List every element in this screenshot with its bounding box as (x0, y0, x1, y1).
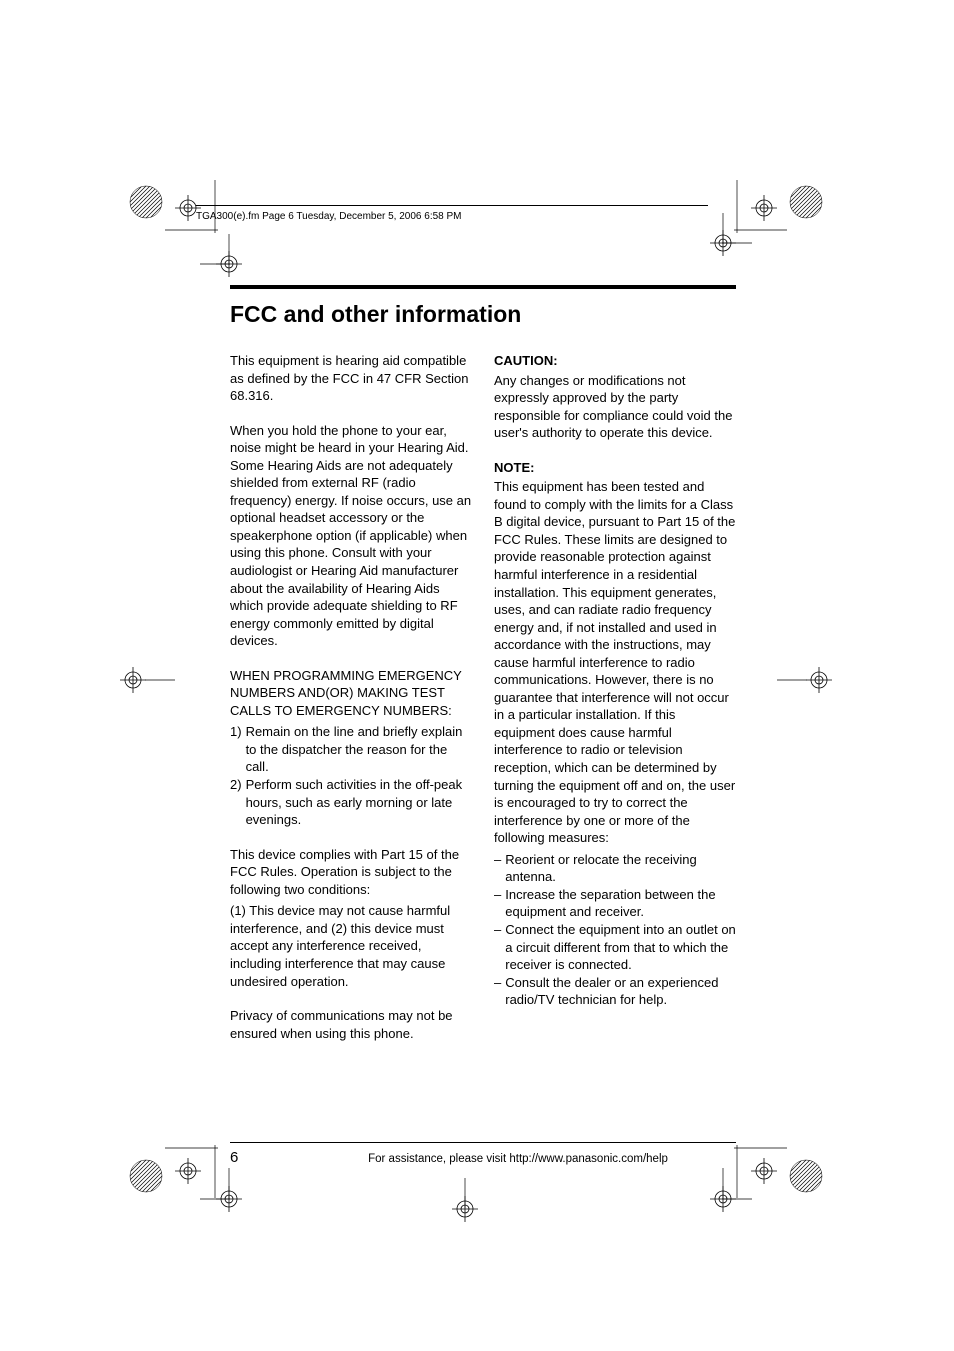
dash-item: –Consult the dealer or an experienced ra… (494, 974, 736, 1009)
left-column: This equipment is hearing aid compatible… (230, 352, 472, 1059)
dash-item: –Increase the separation between the equ… (494, 886, 736, 921)
dash-text: Reorient or relocate the receiving anten… (505, 851, 736, 886)
columns: This equipment is hearing aid compatible… (230, 352, 736, 1059)
paragraph: This equipment is hearing aid compatible… (230, 352, 472, 405)
list-item: 1) Remain on the line and briefly explai… (230, 723, 472, 776)
subheading-note: NOTE: (494, 459, 736, 477)
dash-text: Increase the separation between the equi… (505, 886, 736, 921)
page-number: 6 (230, 1149, 300, 1166)
title-rule (230, 285, 736, 289)
paragraph: Any changes or modifications not express… (494, 372, 736, 442)
dash-item: –Reorient or relocate the receiving ante… (494, 851, 736, 886)
paragraph: This device complies with Part 15 of the… (230, 846, 472, 899)
dash-text: Consult the dealer or an experienced rad… (505, 974, 736, 1009)
list-item: 2) Perform such activities in the off-pe… (230, 776, 472, 829)
running-header: TGA300(e).fm Page 6 Tuesday, December 5,… (196, 211, 462, 222)
header-rule (196, 205, 708, 206)
footer: 6 For assistance, please visit http://ww… (230, 1142, 736, 1166)
content-area: FCC and other information This equipment… (230, 285, 736, 1059)
paragraph: When you hold the phone to your ear, noi… (230, 422, 472, 650)
dash-icon: – (494, 886, 505, 921)
footer-text: For assistance, please visit http://www.… (300, 1153, 736, 1165)
paragraph: This equipment has been tested and found… (494, 478, 736, 846)
page-title: FCC and other information (230, 301, 736, 328)
dash-text: Connect the equipment into an outlet on … (505, 921, 736, 974)
dash-item: –Connect the equipment into an outlet on… (494, 921, 736, 974)
right-column: CAUTION: Any changes or modifications no… (494, 352, 736, 1059)
paragraph: Privacy of communications may not be ens… (230, 1007, 472, 1042)
dash-icon: – (494, 851, 505, 886)
subheading-caution: CAUTION: (494, 352, 736, 370)
page-root: TGA300(e).fm Page 6 Tuesday, December 5,… (0, 0, 954, 1351)
dash-icon: – (494, 974, 505, 1009)
list-text: Perform such activities in the off-peak … (246, 776, 472, 829)
paragraph: (1) This device may not cause harmful in… (230, 902, 472, 990)
list-number: 1) (230, 723, 246, 776)
list-text: Remain on the line and briefly explain t… (246, 723, 472, 776)
paragraph: WHEN PROGRAMMING EMERGENCY NUMBERS AND(O… (230, 667, 472, 720)
dash-icon: – (494, 921, 505, 974)
list-number: 2) (230, 776, 246, 829)
